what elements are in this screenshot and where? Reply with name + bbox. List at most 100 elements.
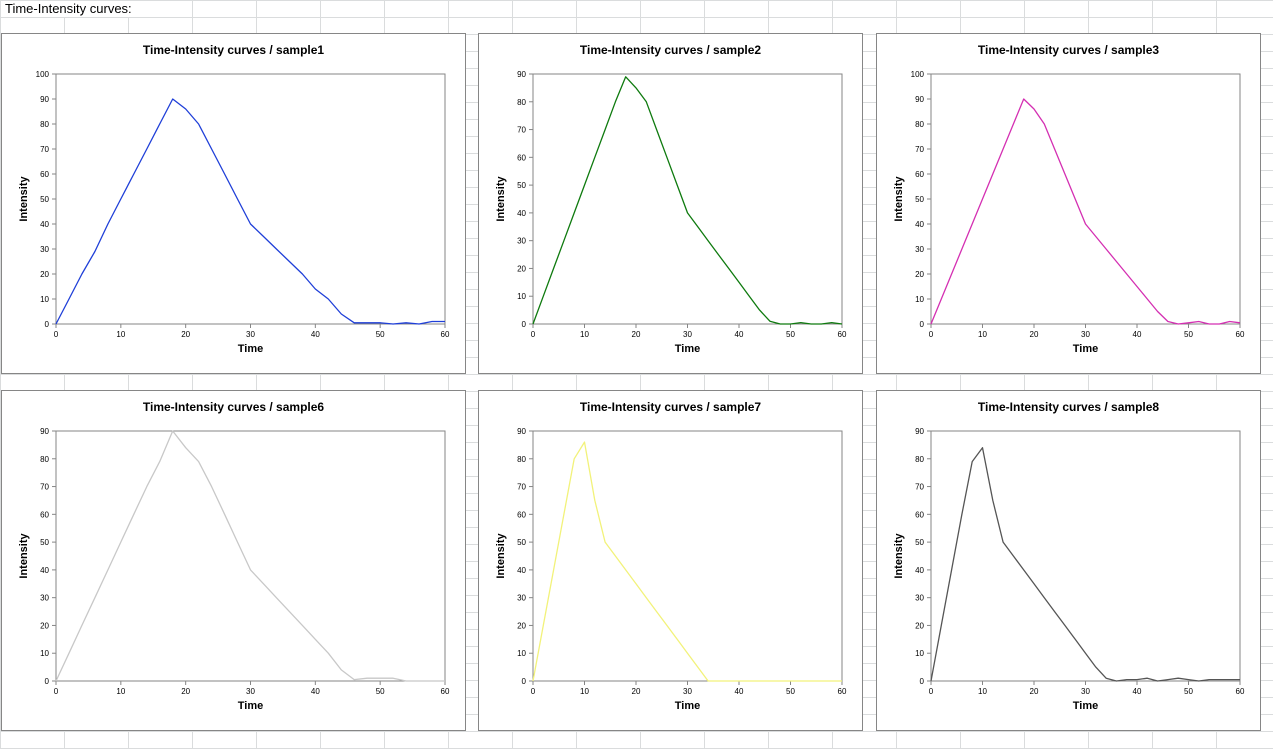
y-tick-label: 40 <box>40 566 49 575</box>
x-tick-label: 50 <box>1184 687 1193 696</box>
x-tick-label: 0 <box>531 687 536 696</box>
x-tick-label: 40 <box>1133 330 1142 339</box>
y-tick-label: 20 <box>517 621 526 630</box>
x-tick-label: 20 <box>1030 330 1039 339</box>
x-tick-label: 60 <box>838 687 847 696</box>
y-tick-label: 60 <box>40 170 49 179</box>
chart-sample2[interactable]: Time-Intensity curves / sample2 0 10 20 30 40… <box>478 33 863 374</box>
y-tick-label: 30 <box>915 245 924 254</box>
chart-sample6[interactable]: Time-Intensity curves / sample6 0 10 20 30 40… <box>1 390 466 731</box>
x-tick-label: 10 <box>580 330 589 339</box>
x-tick-label: 20 <box>632 330 641 339</box>
y-tick-label: 80 <box>915 120 924 129</box>
x-axis-label: Time <box>238 343 263 355</box>
x-tick-label: 40 <box>1133 687 1142 696</box>
y-tick-label: 60 <box>40 510 49 519</box>
y-tick-label: 40 <box>40 220 49 229</box>
x-tick-label: 10 <box>116 330 125 339</box>
series-line <box>930 447 1240 682</box>
x-tick-label: 50 <box>376 687 385 696</box>
x-tick-label: 40 <box>735 330 744 339</box>
series-line <box>55 430 445 682</box>
x-tick-label: 40 <box>311 687 320 696</box>
x-tick-label: 40 <box>311 330 320 339</box>
x-tick-label: 30 <box>246 687 255 696</box>
chart-title: Time-Intensity curves / sample7 <box>580 400 762 414</box>
plot-area <box>532 430 843 682</box>
y-tick-label: 20 <box>915 621 924 630</box>
y-tick-label: 100 <box>36 70 50 79</box>
y-tick-label: 80 <box>40 455 49 464</box>
chart-title: Time-Intensity curves / sample1 <box>143 43 325 57</box>
y-tick-label: 80 <box>915 455 924 464</box>
chart-title: Time-Intensity curves / sample3 <box>978 43 1160 57</box>
y-tick-label: 90 <box>915 427 924 436</box>
y-tick-label: 90 <box>40 95 49 104</box>
x-tick-label: 0 <box>929 687 934 696</box>
y-tick-label: 20 <box>40 621 49 630</box>
x-tick-label: 10 <box>580 687 589 696</box>
y-tick-label: 0 <box>522 320 527 329</box>
y-tick-label: 60 <box>915 510 924 519</box>
x-axis-label: Time <box>675 700 700 712</box>
x-tick-label: 10 <box>978 687 987 696</box>
y-tick-label: 70 <box>517 126 526 135</box>
y-tick-label: 30 <box>517 594 526 603</box>
x-tick-label: 30 <box>246 330 255 339</box>
chart-sample8[interactable]: Time-Intensity curves / sample8 0 10 20 30 40… <box>876 390 1261 731</box>
chart-svg: Time-Intensity curves / sample8 0 10 20 30 40… <box>893 400 1245 712</box>
x-tick-label: 60 <box>1236 330 1245 339</box>
y-tick-label: 80 <box>517 455 526 464</box>
y-tick-label: 40 <box>517 209 526 218</box>
y-tick-label: 50 <box>517 538 526 547</box>
sheet-title: Time-Intensity curves: <box>3 1 134 17</box>
chart-sample3[interactable]: Time-Intensity curves / sample3 0 10 20 30 40… <box>876 33 1261 374</box>
y-tick-label: 0 <box>522 677 527 686</box>
y-tick-label: 20 <box>40 270 49 279</box>
y-tick-label: 70 <box>915 483 924 492</box>
x-tick-label: 0 <box>54 330 59 339</box>
y-tick-label: 90 <box>915 95 924 104</box>
y-tick-label: 90 <box>40 427 49 436</box>
x-axis-label: Time <box>1073 700 1098 712</box>
plot-area <box>55 73 446 325</box>
y-tick-label: 60 <box>517 510 526 519</box>
y-tick-label: 20 <box>915 270 924 279</box>
y-tick-label: 70 <box>517 483 526 492</box>
chart-sample7[interactable]: Time-Intensity curves / sample7 0 10 20 30 40… <box>478 390 863 731</box>
y-tick-label: 40 <box>915 220 924 229</box>
series-line <box>930 98 1241 325</box>
chart-title: Time-Intensity curves / sample8 <box>978 400 1160 414</box>
y-tick-label: 50 <box>915 538 924 547</box>
y-tick-label: 60 <box>517 153 526 162</box>
x-tick-label: 20 <box>632 687 641 696</box>
plot-area <box>930 73 1241 325</box>
y-tick-label: 80 <box>40 120 49 129</box>
x-tick-label: 60 <box>1236 687 1245 696</box>
x-tick-label: 60 <box>441 330 450 339</box>
y-tick-label: 10 <box>915 295 924 304</box>
y-tick-label: 0 <box>920 320 925 329</box>
y-tick-label: 70 <box>40 145 49 154</box>
y-tick-label: 0 <box>920 677 925 686</box>
y-axis-label: Intensity <box>893 533 905 579</box>
x-tick-label: 30 <box>1081 687 1090 696</box>
x-tick-label: 60 <box>838 330 847 339</box>
series-line <box>532 441 842 682</box>
chart-svg: Time-Intensity curves / sample2 0 10 20 30 40… <box>495 43 847 355</box>
y-tick-label: 10 <box>40 295 49 304</box>
y-tick-label: 70 <box>40 483 49 492</box>
x-tick-label: 30 <box>1081 330 1090 339</box>
x-tick-label: 20 <box>181 687 190 696</box>
y-tick-label: 100 <box>911 70 925 79</box>
y-axis-label: Intensity <box>18 533 30 579</box>
y-tick-label: 50 <box>40 538 49 547</box>
y-tick-label: 50 <box>517 181 526 190</box>
y-axis-label: Intensity <box>893 176 905 222</box>
x-tick-label: 10 <box>116 687 125 696</box>
x-tick-label: 50 <box>1184 330 1193 339</box>
x-tick-label: 60 <box>441 687 450 696</box>
chart-sample1[interactable]: Time-Intensity curves / sample1 0 10 20 30 40… <box>1 33 466 374</box>
x-tick-label: 50 <box>786 687 795 696</box>
chart-svg: Time-Intensity curves / sample1 0 10 20 30 40… <box>18 43 450 355</box>
